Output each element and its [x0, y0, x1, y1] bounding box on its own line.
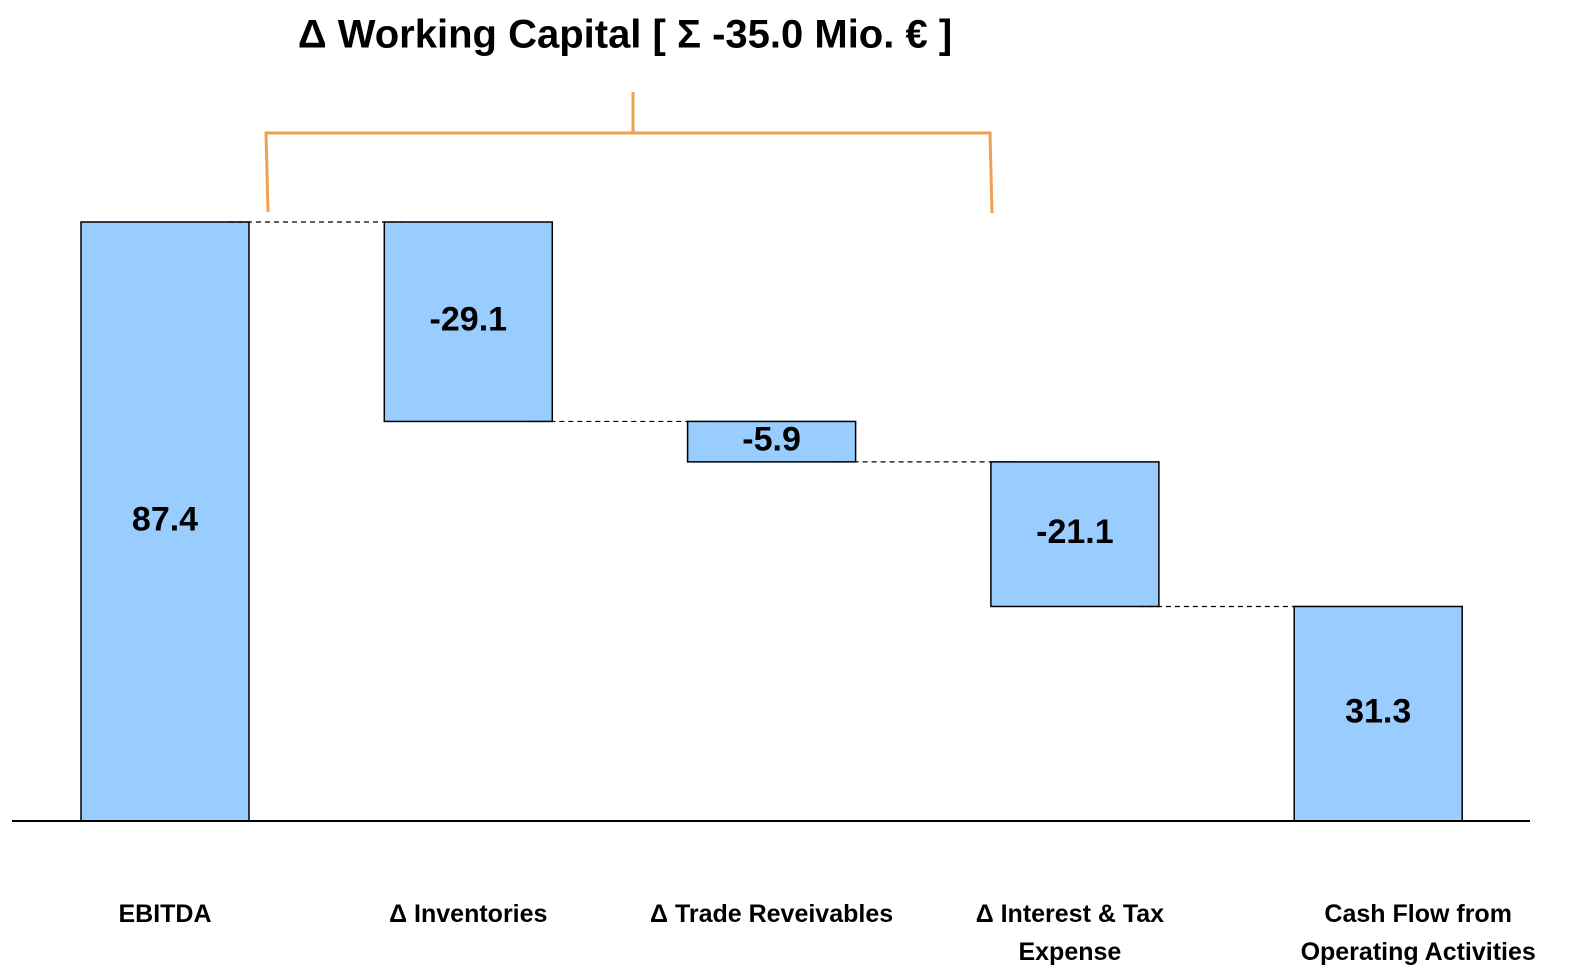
value-label: 31.3: [1345, 693, 1411, 731]
bar: [1293, 605, 1463, 822]
value-label: -29.1: [430, 301, 508, 339]
x-tick-label: EBITDA: [118, 900, 212, 928]
bar: [990, 461, 1160, 608]
bar: [686, 420, 857, 463]
x-tick-label: Δ Interest & Tax Expense: [975, 900, 1165, 966]
bracket: [264, 92, 994, 214]
value-label: -5.9: [742, 421, 801, 459]
value-label: 87.4: [132, 500, 198, 538]
x-tick-label: Δ Trade Reveivables: [650, 900, 894, 928]
bar: [383, 221, 554, 423]
x-tick-label: Cash Flow from Operating Activities: [1300, 900, 1536, 966]
bar: [80, 221, 250, 822]
chart-title: Δ Working Capital [ Σ -35.0 Mio. € ]: [298, 13, 952, 57]
x-tick-label: Δ Inventories: [389, 900, 548, 928]
value-label: -21.1: [1036, 513, 1114, 551]
